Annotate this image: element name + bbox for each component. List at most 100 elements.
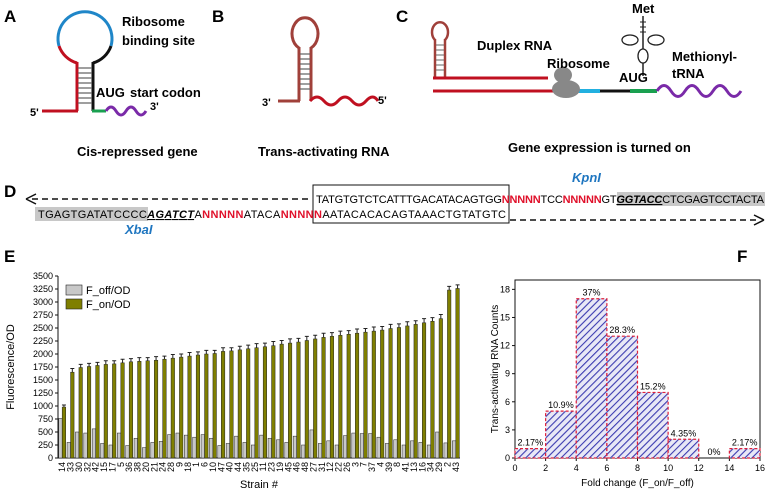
annotation: 15.2% <box>640 381 666 391</box>
x-tick-label: 5 <box>116 462 126 467</box>
annotation: 28.3% <box>609 325 635 335</box>
x-tick-label: 9 <box>174 462 184 467</box>
error-bar <box>313 334 318 339</box>
error-bar <box>396 323 401 328</box>
seq: CTCGAGTCCTACTA <box>662 194 764 206</box>
bar <box>426 444 431 459</box>
y-tick-label: 0 <box>48 453 53 463</box>
bar <box>158 441 163 459</box>
bar <box>301 444 306 459</box>
y-tick-label: 6 <box>505 397 510 407</box>
bar <box>410 440 415 459</box>
end-label: 3' <box>262 97 271 109</box>
histogram-bar <box>606 335 639 459</box>
bar <box>128 361 133 459</box>
bar <box>154 359 159 459</box>
y-tick-label: 750 <box>38 414 53 424</box>
bar <box>346 333 351 459</box>
x-tick-label: 1 <box>191 462 201 467</box>
x-tick-label: 4 <box>375 462 385 467</box>
x-tick-label: 6 <box>200 462 210 467</box>
bar <box>133 437 138 459</box>
end-label: 3' <box>150 101 159 113</box>
x-tick-label: 12 <box>325 462 335 472</box>
error-bar <box>112 360 117 364</box>
x-tick-label: 22 <box>334 462 344 472</box>
bar <box>284 442 289 459</box>
x-tick-label: 43 <box>451 462 461 472</box>
annotation: 10.9% <box>548 400 574 410</box>
x-tick-label: 2 <box>442 462 452 467</box>
seq: AATACACACAGTAAACTGTATGTC <box>322 209 506 221</box>
x-axis-label: Fold change (F_on/F_off) <box>581 478 694 489</box>
bar <box>170 357 175 459</box>
bar <box>125 445 130 459</box>
y-tick-label: 9 <box>505 369 510 379</box>
x-tick-label: 41 <box>401 462 411 472</box>
x-tick-label: 8 <box>392 462 402 467</box>
y-tick-label: 18 <box>500 284 510 294</box>
bar <box>380 329 385 459</box>
panel-b: B 3' 5' Trans-activating RNA <box>212 7 390 159</box>
panel-a: A Ribosome binding site AUG start codon … <box>4 7 201 159</box>
y-tick-label: 2750 <box>33 310 53 320</box>
bar <box>187 355 192 459</box>
error-bar <box>162 355 167 360</box>
bar <box>75 431 80 459</box>
error-bar <box>413 320 418 325</box>
bar <box>438 318 443 459</box>
bar <box>195 354 200 459</box>
x-tick-label: 36 <box>124 462 134 472</box>
histogram-bar <box>636 391 669 459</box>
bar <box>217 445 222 459</box>
x-tick-label: 42 <box>91 462 101 472</box>
bar <box>251 444 256 459</box>
x-tick-label: 17 <box>107 462 117 472</box>
bar <box>396 327 401 459</box>
bar <box>368 433 373 459</box>
x-tick-label: 7 <box>359 462 369 467</box>
legend-label: F_on/OD <box>86 299 131 311</box>
annotation: 37% <box>583 288 601 298</box>
error-bar <box>128 358 133 362</box>
x-axis-label: Strain # <box>240 479 279 491</box>
bar <box>309 429 314 459</box>
y-tick-label: 1000 <box>33 401 53 411</box>
bar <box>91 428 96 459</box>
histogram-bar <box>514 448 547 459</box>
error-bar <box>380 325 385 331</box>
x-tick-label: 34 <box>426 462 436 472</box>
y-tick-label: 15 <box>500 312 510 322</box>
y-axis-label: Fluorescence/OD <box>5 324 17 410</box>
x-tick-label: 3 <box>350 462 360 467</box>
panel-c: C Met Duplex RNA Ribosome AUG Methionyl-… <box>396 1 743 155</box>
error-bar <box>195 351 200 356</box>
bar <box>422 322 427 459</box>
bar <box>276 439 281 459</box>
bar <box>313 338 318 459</box>
error-bar <box>371 326 376 332</box>
seq-random: NNNNN <box>563 194 602 206</box>
x-tick-label: 30 <box>74 462 84 472</box>
x-tick-label: 16 <box>755 463 765 473</box>
bar <box>418 442 423 459</box>
bottom-strand: TGAGTGATATCCCCAGATCTANNNNNATACANNNNNAATA… <box>38 209 506 221</box>
bar <box>292 435 297 459</box>
bar <box>87 366 92 459</box>
bar <box>371 330 376 459</box>
met-label: Met <box>632 1 655 16</box>
x-tick-label: 12 <box>694 463 704 473</box>
x-tick-label: 37 <box>367 462 377 472</box>
bar <box>58 418 63 459</box>
panel-letter: B <box>212 7 224 26</box>
error-bar <box>262 342 267 347</box>
bar <box>388 328 393 459</box>
y-tick-label: 2500 <box>33 323 53 333</box>
caption: Trans-activating RNA <box>258 144 390 159</box>
error-bar <box>355 328 360 334</box>
x-tick-label: 25 <box>250 462 260 472</box>
rbs-label: binding site <box>122 33 195 48</box>
error-bar <box>237 345 242 350</box>
error-bar <box>438 313 443 319</box>
